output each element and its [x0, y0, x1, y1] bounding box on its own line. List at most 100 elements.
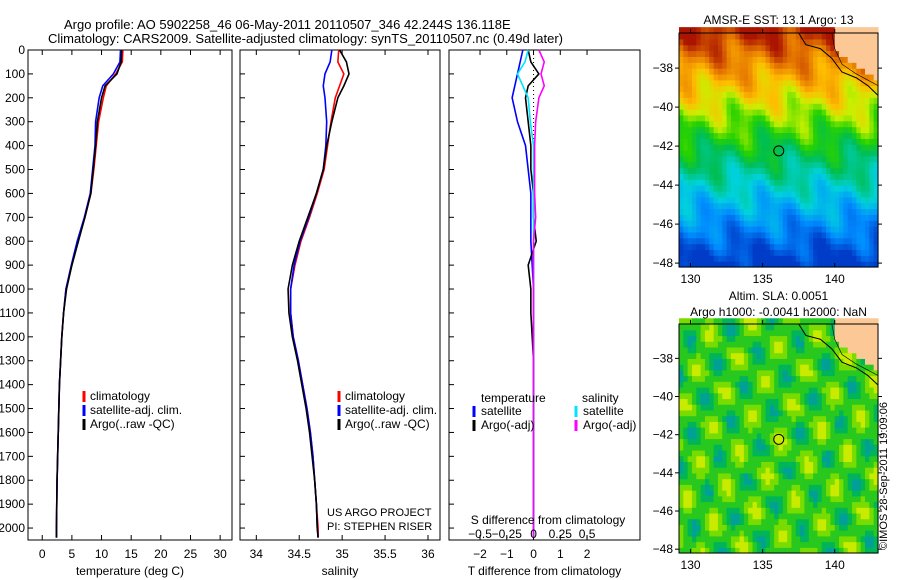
map-cell [709, 85, 715, 93]
map-cell [778, 161, 784, 169]
map-cell [791, 50, 797, 57]
map-cell [778, 358, 784, 365]
map-cell [852, 449, 857, 457]
map-cell [791, 214, 797, 221]
map-cell [787, 461, 793, 468]
map-cell [813, 381, 819, 388]
map-cell [704, 438, 710, 445]
map-cell [860, 202, 866, 210]
map-cell [722, 507, 728, 514]
map-cell [709, 62, 715, 69]
map-cell [830, 507, 836, 514]
map-cell [843, 478, 849, 485]
map-cell [869, 518, 875, 525]
map-cell [800, 167, 806, 174]
map-cell [704, 432, 710, 440]
map-cell [752, 358, 758, 365]
map-cell [847, 220, 853, 227]
map-cell [700, 126, 706, 134]
map-cell [743, 358, 749, 365]
map-cell [813, 530, 819, 537]
map-cell [687, 530, 693, 537]
map-cell [679, 109, 684, 116]
map-cell [700, 392, 706, 400]
map-cell [852, 161, 857, 169]
map-cell [865, 138, 870, 145]
map-cell [821, 27, 827, 34]
map-cell [869, 114, 875, 122]
map-cell [804, 114, 810, 122]
map-cell [804, 97, 810, 104]
map-cell [843, 173, 849, 180]
map-cell [748, 155, 754, 163]
map-cell [761, 255, 767, 262]
map-cell [791, 415, 797, 422]
map-cell [873, 444, 879, 451]
map-cell [769, 220, 775, 227]
map-cell [700, 202, 706, 210]
map-cell [860, 173, 866, 180]
map-cell [839, 444, 844, 451]
map-cell [722, 97, 728, 104]
map-cell [808, 386, 814, 394]
map-cell [830, 73, 836, 81]
map-cell [765, 243, 771, 251]
map-cell [709, 27, 715, 34]
map-cell [787, 352, 793, 359]
map-cell [782, 196, 788, 204]
map-cell [691, 335, 697, 342]
map-cell [817, 185, 823, 192]
map-cell [778, 455, 784, 462]
map-cell [778, 335, 784, 342]
map-cell [752, 33, 758, 40]
map-cell [748, 495, 754, 503]
map-cell [761, 103, 767, 110]
map-cell [856, 535, 862, 543]
map-cell [843, 91, 849, 98]
map-cell [691, 150, 697, 157]
map-cell [735, 335, 741, 342]
map-cell [704, 120, 710, 128]
map-cell [717, 126, 723, 134]
map-cell [847, 255, 853, 262]
map-cell [839, 461, 844, 468]
map-cell [791, 352, 797, 359]
map-cell [817, 341, 823, 348]
map-cell [869, 255, 875, 262]
map-cell [691, 97, 697, 104]
map-cell [761, 381, 767, 388]
map-cell [691, 495, 697, 503]
map-cell [834, 126, 840, 134]
map-cell [847, 392, 853, 400]
map-cell [787, 518, 793, 525]
map-cell [683, 404, 689, 411]
map-cell [813, 375, 819, 382]
map-cell [730, 190, 736, 198]
map-cell [843, 190, 849, 198]
map-cell [691, 255, 697, 262]
map-cell [847, 97, 853, 104]
map-cell [873, 27, 879, 34]
map-cell [869, 103, 875, 110]
map-cell [873, 73, 879, 81]
legend-label: satellite [583, 404, 624, 418]
map-cell [804, 432, 810, 440]
map-cell [691, 324, 697, 331]
map-cell [717, 138, 723, 145]
map-cell [834, 375, 840, 382]
map-y-tick-label: −48 [653, 256, 674, 270]
map-cell [726, 173, 732, 180]
map-cell [717, 214, 723, 221]
map-cell [873, 91, 879, 98]
map-cell [778, 226, 784, 233]
map-cell [865, 512, 870, 520]
map-cell [843, 324, 849, 331]
map-cell [830, 467, 836, 474]
map-cell [743, 132, 749, 139]
map-cell [756, 33, 762, 40]
map-cell [852, 369, 857, 377]
map-cell [704, 79, 710, 87]
map-cell [808, 535, 814, 543]
map-cell [769, 27, 775, 34]
map-cell [860, 455, 866, 462]
